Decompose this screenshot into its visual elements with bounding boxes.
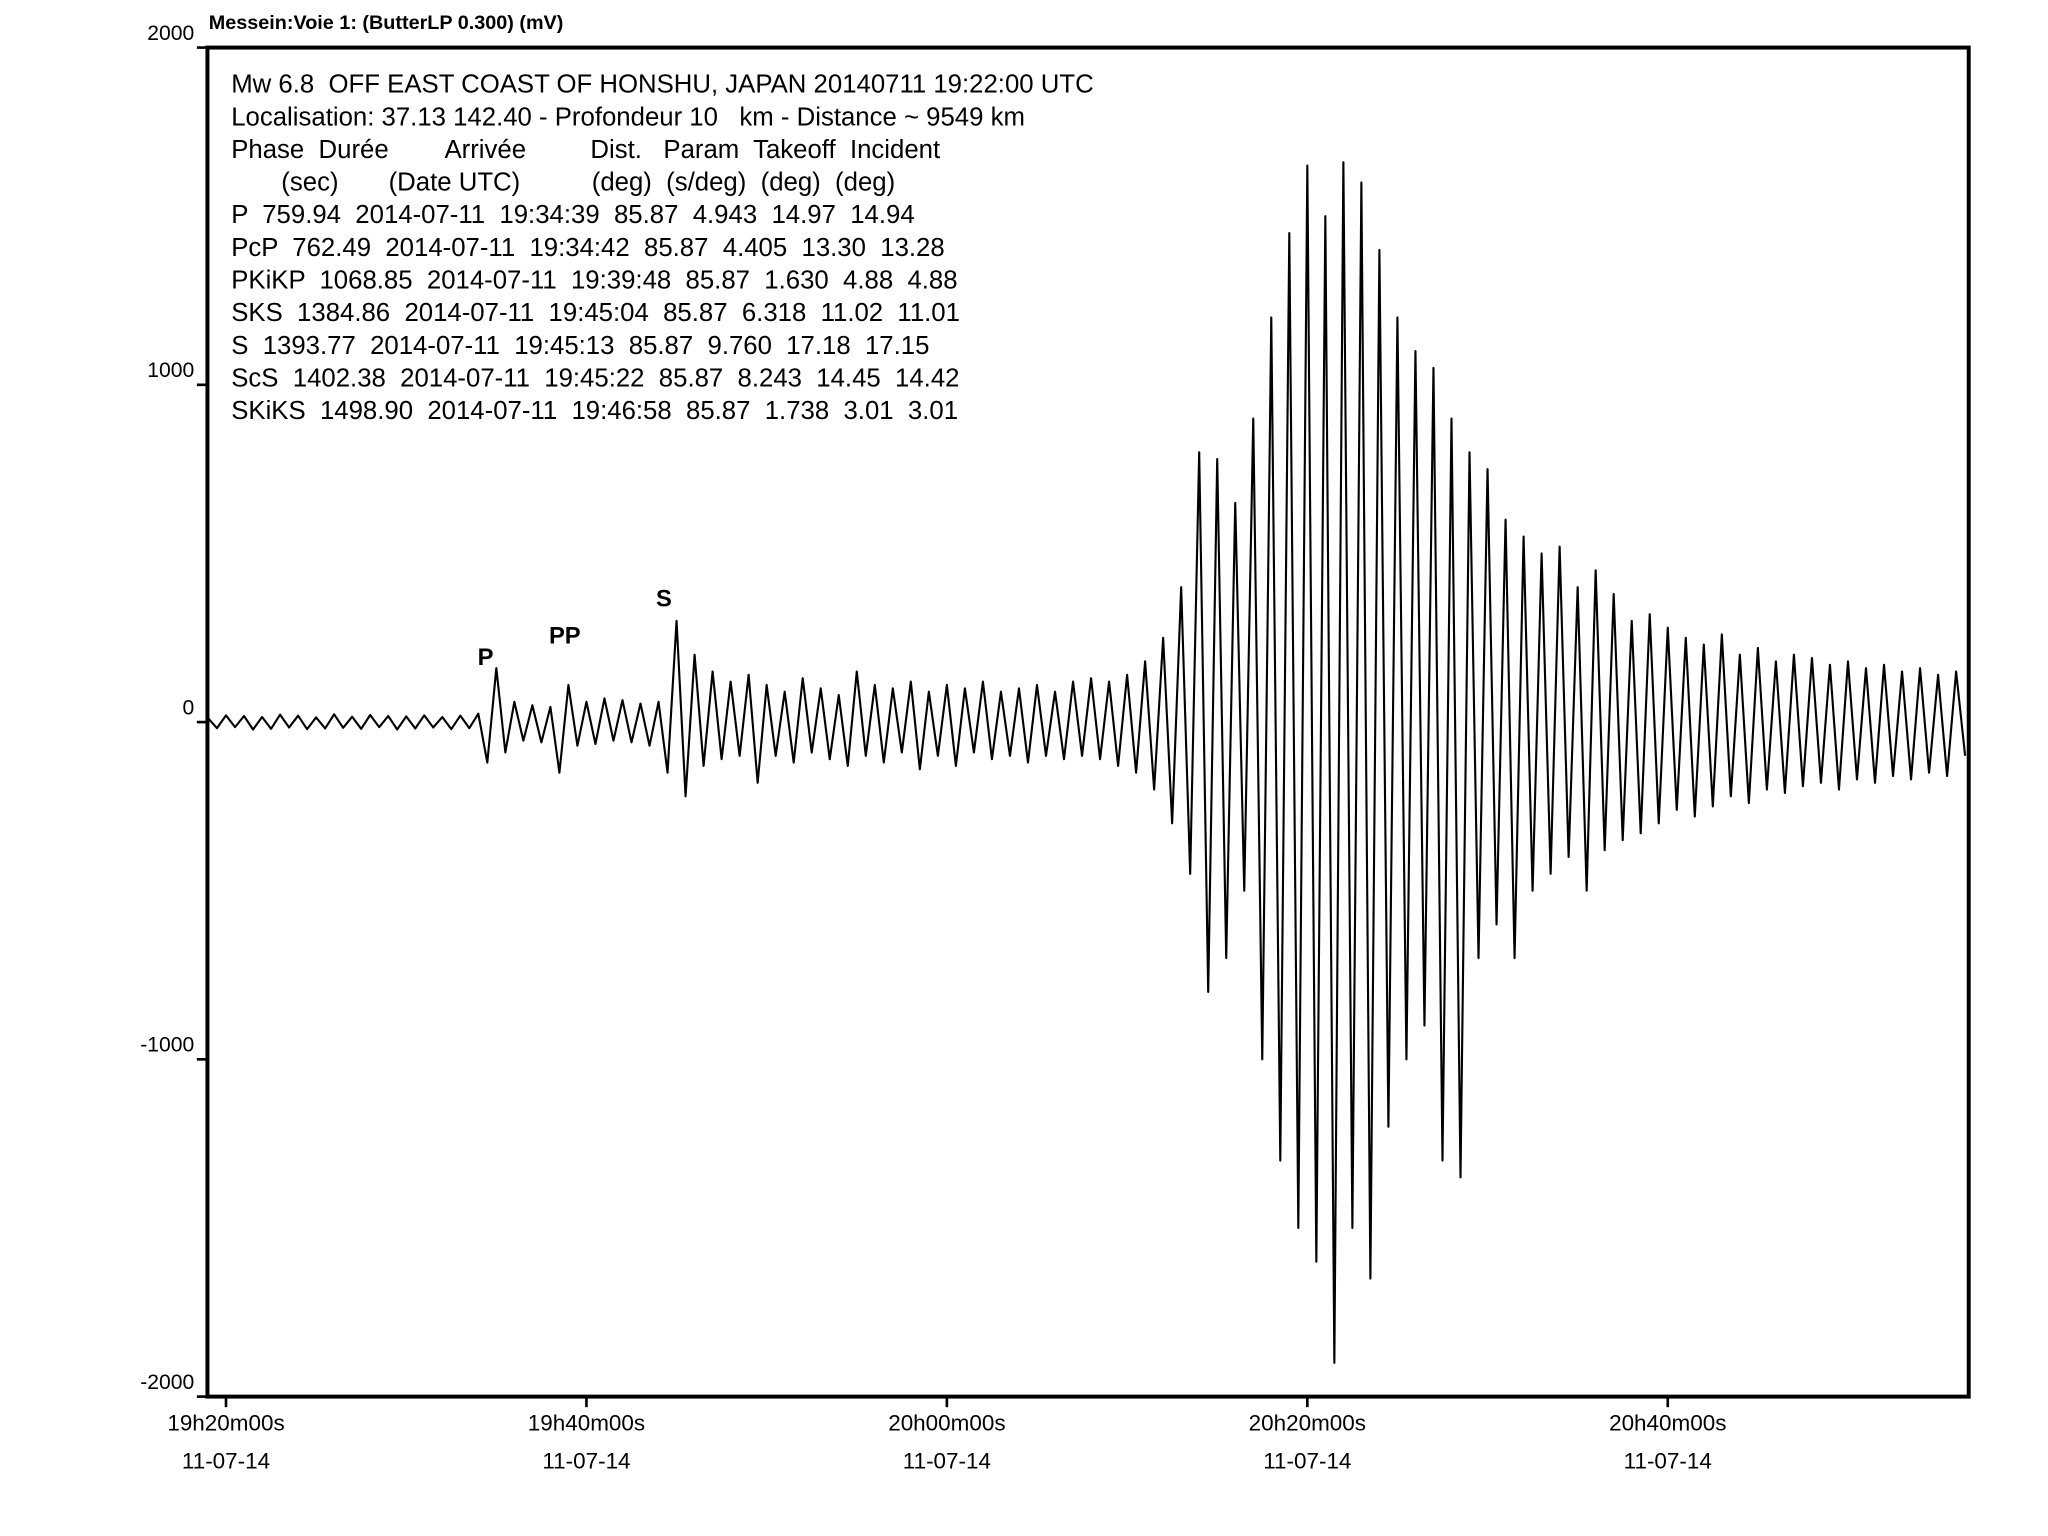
event-info: SKiKS 1498.90 2014-07-11 19:46:58 85.87 … (231, 397, 958, 425)
chart-title: Messein:Voie 1: (ButterLP 0.300) (mV) (209, 12, 564, 34)
y-tick-label: -2000 (140, 1371, 194, 1394)
x-tick-label: 20h20m00s (1249, 1410, 1366, 1435)
y-tick-label: -1000 (140, 1034, 194, 1057)
event-info: Mw 6.8 OFF EAST COAST OF HONSHU, JAPAN 2… (231, 71, 1093, 99)
x-tick-date: 11-07-14 (1263, 1449, 1351, 1474)
event-info: Phase Durée Arrivée Dist. Param Takeoff … (231, 136, 940, 164)
event-info: (sec) (Date UTC) (deg) (s/deg) (deg) (de… (231, 169, 895, 197)
x-tick-date: 11-07-14 (182, 1449, 270, 1474)
y-tick-label: 0 (182, 696, 194, 719)
x-tick-date: 11-07-14 (1624, 1449, 1712, 1474)
x-tick-label: 19h40m00s (528, 1410, 645, 1435)
event-info: SKS 1384.86 2014-07-11 19:45:04 85.87 6.… (231, 299, 960, 327)
y-tick-label: 2000 (147, 22, 194, 45)
event-info: PcP 762.49 2014-07-11 19:34:42 85.87 4.4… (231, 234, 944, 262)
x-tick-label: 20h00m00s (888, 1410, 1005, 1435)
event-info: PKiKP 1068.85 2014-07-11 19:39:48 85.87 … (231, 267, 957, 295)
event-info: P 759.94 2014-07-11 19:34:39 85.87 4.943… (231, 201, 914, 229)
x-tick-label: 20h40m00s (1609, 1410, 1726, 1435)
event-info: ScS 1402.38 2014-07-11 19:45:22 85.87 8.… (231, 364, 959, 392)
phase-label: S (656, 586, 672, 613)
y-tick-label: 1000 (147, 359, 194, 382)
event-info: Localisation: 37.13 142.40 - Profondeur … (231, 103, 1025, 131)
event-info: S 1393.77 2014-07-11 19:45:13 85.87 9.76… (231, 332, 929, 360)
x-tick-label: 19h20m00s (167, 1410, 284, 1435)
phase-label: PP (549, 623, 581, 650)
waveform (207, 161, 1967, 1364)
x-tick-date: 11-07-14 (542, 1449, 630, 1474)
phase-label: P (478, 644, 494, 671)
x-tick-date: 11-07-14 (903, 1449, 991, 1474)
